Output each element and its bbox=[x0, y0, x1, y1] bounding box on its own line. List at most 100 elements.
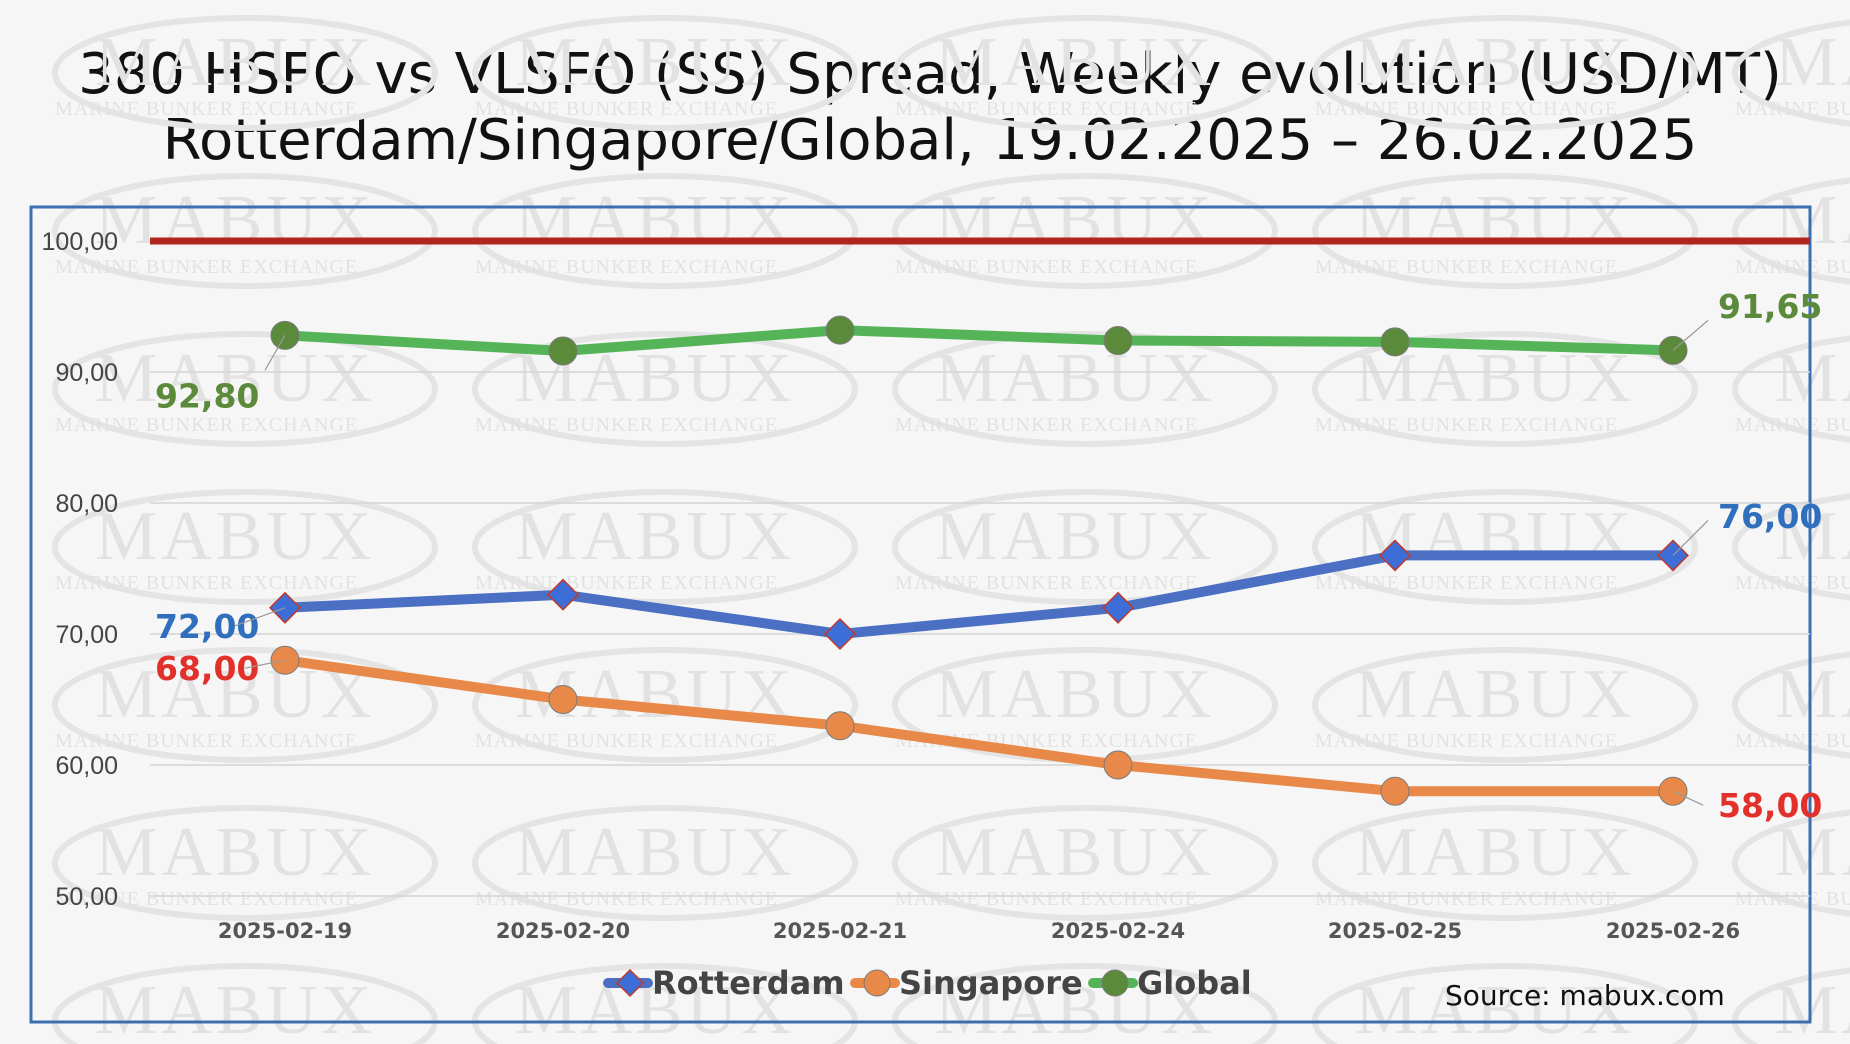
watermark-logo-text: MABUX bbox=[515, 498, 796, 575]
watermark-tagline: MARINE BUNKER EXCHANGE bbox=[55, 572, 358, 594]
leader-line bbox=[1672, 319, 1709, 351]
watermark-logo-text: MABUX bbox=[95, 24, 376, 101]
leader-line bbox=[1672, 790, 1704, 806]
legend-label: Global bbox=[1137, 964, 1252, 1002]
watermark-swoosh bbox=[52, 805, 438, 921]
global-marker bbox=[825, 315, 855, 345]
watermark-tagline: MARINE BUNKER EXCHANGE bbox=[895, 256, 1198, 278]
singapore-marker bbox=[825, 711, 855, 741]
watermark-swoosh bbox=[52, 331, 438, 447]
watermark-tagline: MARINE BUNKER EXCHANGE bbox=[1735, 98, 1850, 120]
legend-label: Singapore bbox=[899, 964, 1083, 1002]
leader-line bbox=[1672, 519, 1709, 556]
legend-item-rotterdam: Rotterdam bbox=[603, 964, 845, 1002]
watermark-swoosh bbox=[52, 489, 438, 605]
singapore-line bbox=[280, 655, 1678, 797]
global-line bbox=[280, 325, 1678, 357]
watermark-logo-text: MABUX bbox=[1775, 182, 1850, 259]
watermark-tagline: MARINE BUNKER EXCHANGE bbox=[475, 414, 778, 436]
watermark-tagline: MARINE BUNKER EXCHANGE bbox=[1735, 730, 1850, 752]
watermark-logo-text: MABUX bbox=[1355, 814, 1636, 891]
watermark-tagline: MARINE BUNKER EXCHANGE bbox=[1735, 256, 1850, 278]
watermark-swoosh bbox=[1732, 335, 1850, 443]
source-note: Source: mabux.com bbox=[1445, 979, 1725, 1012]
watermark-swoosh bbox=[1312, 805, 1698, 921]
watermark-swoosh bbox=[472, 173, 858, 289]
watermark-logo-text: MABUX bbox=[935, 340, 1216, 417]
legend-label: Rotterdam bbox=[652, 964, 845, 1002]
watermark-tagline: MARINE BUNKER EXCHANGE bbox=[895, 414, 1198, 436]
watermark-tagline: MARINE BUNKER EXCHANGE bbox=[1735, 414, 1850, 436]
watermark-logo-text: MABUX bbox=[1355, 656, 1636, 733]
watermark-logo-text: MABUX bbox=[95, 498, 376, 575]
title-line-2: Rotterdam/Singapore/Global, 19.02.2025 –… bbox=[162, 108, 1698, 173]
y-axis: 50,00 60,00 70,00 80,00 90,00 100,00 bbox=[42, 228, 118, 911]
rotterdam-end-label: 76,00 bbox=[1718, 497, 1822, 536]
x-tick-label: 2025-02-19 bbox=[218, 919, 352, 943]
watermark-tagline: MARINE BUNKER EXCHANGE bbox=[1315, 256, 1618, 278]
watermark-logo-text: MABUX bbox=[935, 182, 1216, 259]
legend-swatch-marker bbox=[615, 968, 645, 998]
rotterdam-marker bbox=[823, 617, 857, 651]
global-start-label: 92,80 bbox=[155, 376, 259, 415]
watermark-tagline: MARINE BUNKER EXCHANGE bbox=[895, 572, 1198, 594]
plot-frame bbox=[29, 205, 1812, 1024]
y-tick-label: 100,00 bbox=[42, 228, 118, 256]
watermark-logo-text: MABUX bbox=[1775, 498, 1850, 575]
singapore-end-label: 58,00 bbox=[1718, 786, 1822, 825]
watermark-swoosh bbox=[52, 173, 438, 289]
x-axis: 2025-02-19 2025-02-20 2025-02-21 2025-02-24… bbox=[218, 919, 1740, 943]
watermark-tagline: MARINE BUNKER EXCHANGE bbox=[55, 888, 358, 910]
watermark-swoosh bbox=[892, 15, 1278, 131]
watermark-swoosh bbox=[1732, 809, 1850, 917]
global-marker bbox=[1103, 326, 1133, 356]
x-tick-label: 2025-02-21 bbox=[773, 919, 907, 943]
watermark-tagline: MARINE BUNKER EXCHANGE bbox=[895, 98, 1198, 120]
watermark-logo-text: MABUX bbox=[1355, 972, 1636, 1044]
legend-swatch-marker bbox=[1101, 969, 1129, 997]
x-tick-label: 2025-02-24 bbox=[1051, 919, 1185, 943]
rotterdam-line bbox=[280, 550, 1678, 639]
watermark-logo-text: MABUX bbox=[515, 814, 796, 891]
watermark-swoosh bbox=[1312, 331, 1698, 447]
watermark-tagline: MARINE BUNKER EXCHANGE bbox=[475, 256, 778, 278]
watermark-logo-text: MABUX bbox=[935, 656, 1216, 733]
watermark-logo-text: MABUX bbox=[95, 972, 376, 1044]
watermark-tagline: MARINE BUNKER EXCHANGE bbox=[55, 414, 358, 436]
watermark-logo-text: MABUX bbox=[935, 814, 1216, 891]
rotterdam-start-label: 72,00 bbox=[155, 607, 259, 646]
watermark-logo-text: MABUX bbox=[935, 24, 1216, 101]
legend-item-global: Global bbox=[1088, 964, 1252, 1002]
watermark-tagline: MARINE BUNKER EXCHANGE bbox=[1315, 888, 1618, 910]
data-labels: 72,00 76,00 68,00 58,00 92,80 91,65 bbox=[155, 287, 1822, 825]
watermark-tagline: MARINE BUNKER EXCHANGE bbox=[55, 98, 358, 120]
global-marker bbox=[548, 336, 578, 366]
watermark-swoosh bbox=[52, 647, 438, 763]
watermark-tagline: MARINE BUNKER EXCHANGE bbox=[1735, 572, 1850, 594]
watermark-tagline: MARINE BUNKER EXCHANGE bbox=[1315, 572, 1618, 594]
title-line-1: 380 HSFO vs VLSFO (SS) Spread, Weekly ev… bbox=[78, 42, 1782, 107]
watermark-tagline: MARINE BUNKER EXCHANGE bbox=[1315, 730, 1618, 752]
watermark-swoosh bbox=[52, 15, 438, 131]
watermark-tagline: MARINE BUNKER EXCHANGE bbox=[1315, 98, 1618, 120]
leader-line bbox=[244, 659, 286, 669]
watermark-swoosh bbox=[1732, 177, 1850, 285]
